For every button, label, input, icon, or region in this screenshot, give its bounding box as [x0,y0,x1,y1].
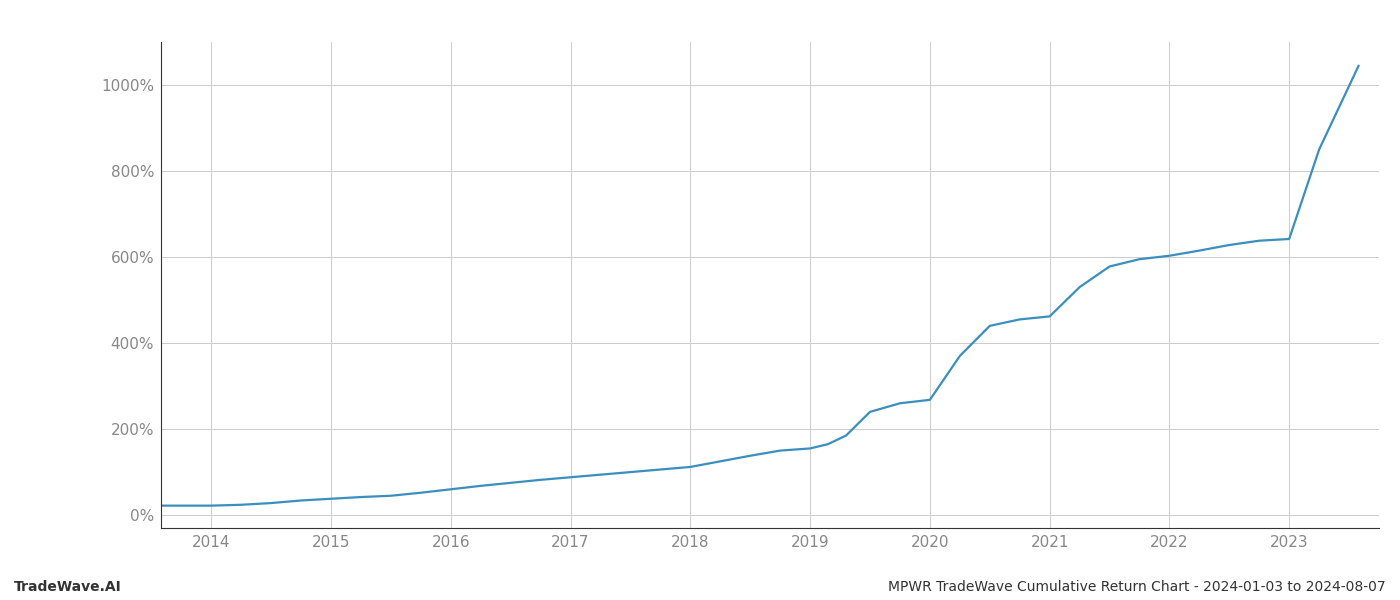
Text: MPWR TradeWave Cumulative Return Chart - 2024-01-03 to 2024-08-07: MPWR TradeWave Cumulative Return Chart -… [889,580,1386,594]
Text: TradeWave.AI: TradeWave.AI [14,580,122,594]
